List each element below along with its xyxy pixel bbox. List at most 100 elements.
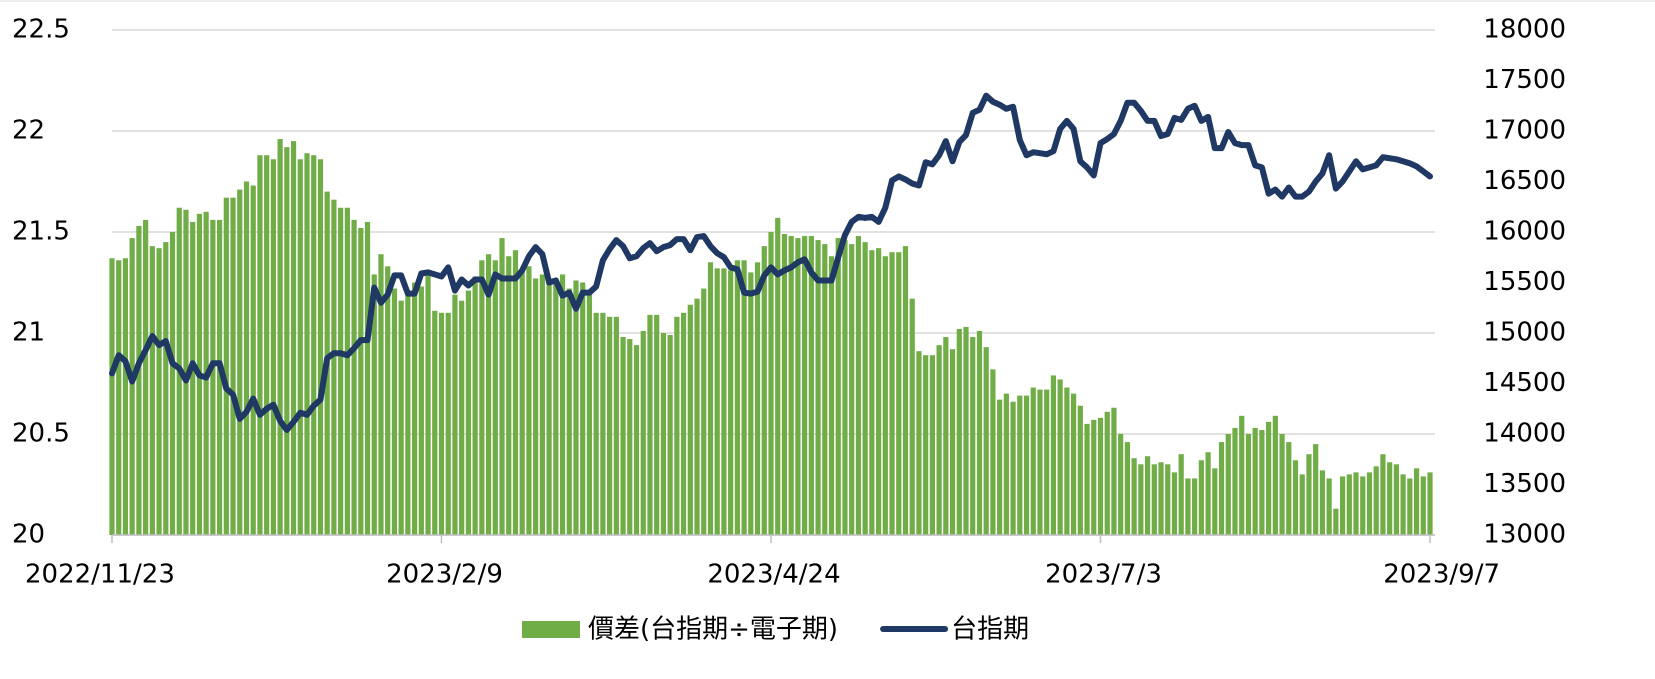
bar [230,197,236,535]
bar [1232,427,1238,535]
bar [277,139,283,535]
bar [822,244,828,535]
y2-tick-label: 13000 [1483,520,1566,550]
bar [250,185,256,536]
bar [1104,411,1110,535]
bar [828,256,835,535]
x-tick-label: 2023/9/7 [1383,560,1500,590]
bar [243,181,250,535]
legend-label: 台指期 [951,615,1029,645]
bar [896,252,902,535]
legend-label: 價差(台指期÷電子期) [588,615,838,645]
bar [1097,417,1104,535]
bar [169,232,176,535]
bar [842,240,848,535]
line-series [109,92,1433,433]
bar [546,280,552,535]
bar [163,242,169,535]
bar [1427,472,1433,535]
bar [970,337,976,535]
bar [1239,415,1245,535]
bar [923,355,929,535]
bar [1151,464,1157,535]
bar [721,268,727,535]
bar [566,288,572,535]
bar [855,236,862,536]
bar [1205,452,1211,535]
bar [1084,423,1090,535]
bar [290,141,297,535]
bar [674,316,680,535]
bar [1306,454,1312,535]
bar [734,260,740,535]
bar [1279,434,1285,535]
x-tick-label: 2023/2/9 [386,560,503,590]
y2-tick-label: 17000 [1483,116,1566,146]
bar [331,199,337,535]
bar [620,337,626,535]
bar [1131,458,1137,535]
bar [1272,415,1278,535]
bar [795,238,801,535]
bar [1185,478,1191,535]
bar [109,258,115,535]
bar [1420,476,1426,535]
bar [882,256,888,535]
bar [533,278,539,535]
bar [1165,464,1171,535]
bar [1118,434,1124,535]
bar [909,298,915,535]
bar [1003,393,1009,535]
bar [802,236,808,536]
bar [506,256,512,535]
bar [1319,470,1326,535]
bar [1111,407,1117,535]
bar [425,274,431,535]
bar [815,240,821,535]
bar [143,219,149,535]
bar [1413,468,1420,535]
bar [190,221,196,535]
bar [1050,375,1057,535]
bar [284,147,290,535]
bar [1407,478,1413,535]
bar [452,294,458,535]
bar [1366,472,1373,535]
bar [997,399,1003,535]
bar [344,207,350,535]
bar [499,238,505,535]
bar [741,260,747,535]
bar [358,227,364,535]
bar [479,260,485,535]
bar [1400,474,1406,535]
bar [754,262,761,535]
y2-tick-label: 16500 [1483,166,1566,196]
bar [237,189,243,535]
bar [1393,464,1399,535]
bar [210,219,216,535]
bar [136,225,142,535]
bar [1192,478,1198,535]
bar [849,244,855,535]
bar [1333,508,1339,535]
bar [116,260,122,535]
bar [1299,474,1305,535]
bar [1037,389,1043,535]
bar [297,159,303,535]
bar [385,266,391,535]
bar [889,252,895,535]
bar [835,238,841,535]
bar [633,345,640,535]
bar [1326,478,1332,535]
bar [264,155,270,536]
bar [1178,454,1184,535]
bar [553,278,559,535]
bar [1071,393,1077,535]
bar [1292,460,1299,535]
bar [1266,421,1272,535]
bar [687,304,693,535]
bar [1023,395,1030,535]
bar [963,326,969,535]
bar [438,312,445,535]
